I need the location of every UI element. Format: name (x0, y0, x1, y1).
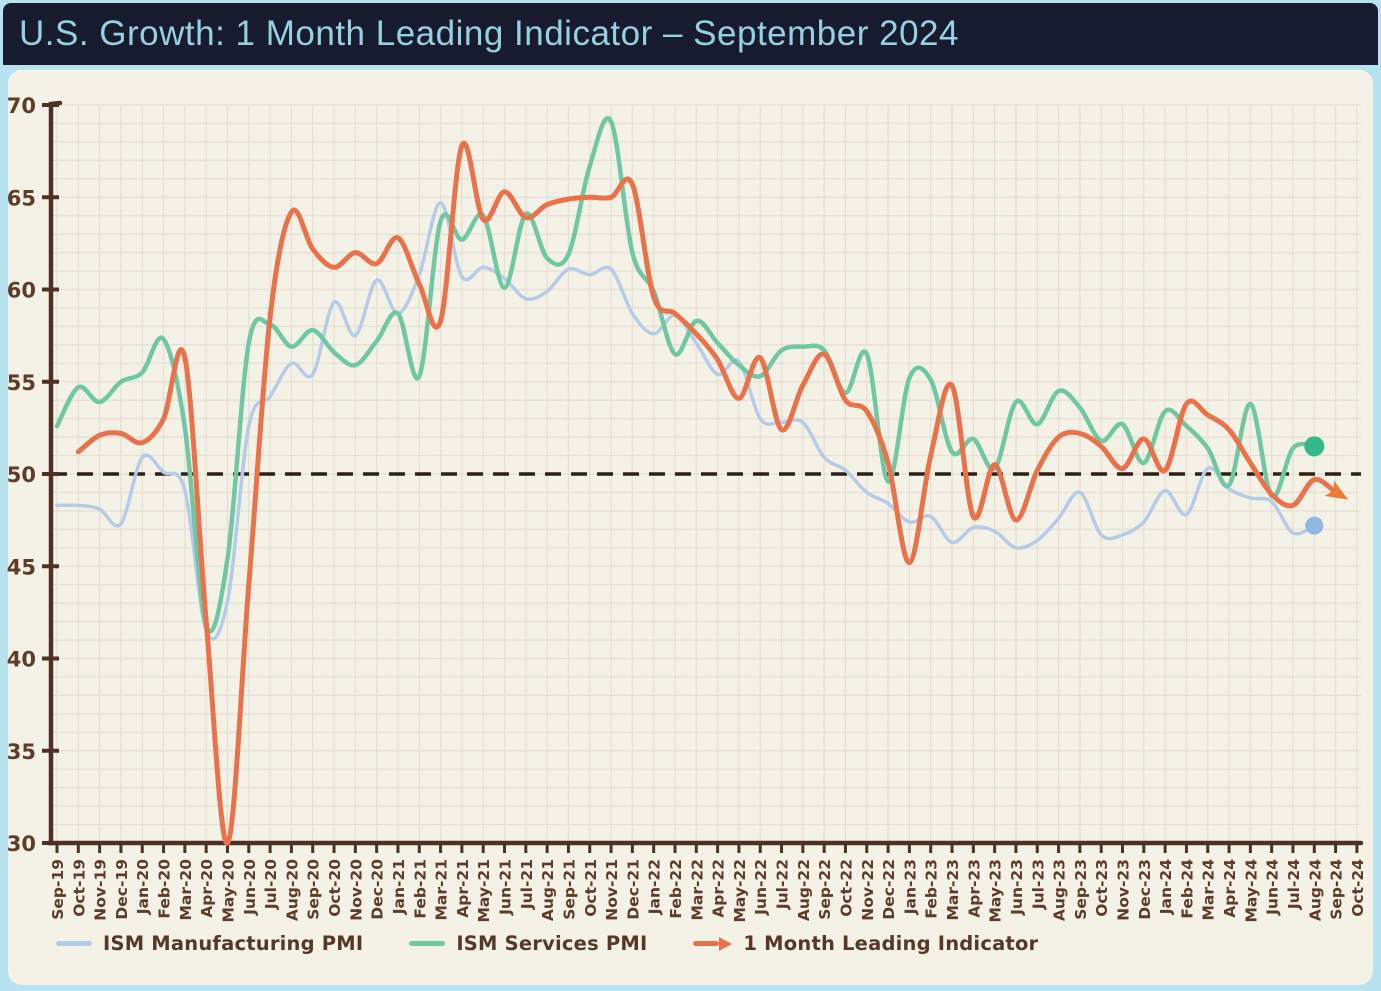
legend-label-manufacturing: ISM Manufacturing PMI (103, 932, 364, 955)
manufacturing-line-swatch (56, 941, 92, 946)
legend-item-ism-services-pmi: ISM Services PMI (409, 932, 647, 955)
legend-item-1-month-leading-indicator: 1 Month Leading Indicator (693, 932, 1038, 955)
title-bar: U.S. Growth: 1 Month Leading Indicator –… (3, 3, 1378, 65)
legend-label-services: ISM Services PMI (456, 932, 648, 955)
services-line-swatch (409, 941, 446, 946)
chart-panel (8, 70, 1373, 985)
leading-indicator-arrow-swatch (693, 941, 720, 946)
legend-item-ism-manufacturing-pmi: ISM Manufacturing PMI (56, 932, 363, 955)
legend-label-leading-indicator: 1 Month Leading Indicator (743, 932, 1039, 955)
page-title: U.S. Growth: 1 Month Leading Indicator –… (19, 14, 959, 53)
legend: ISM Manufacturing PMI ISM Services PMI 1… (56, 932, 1038, 955)
